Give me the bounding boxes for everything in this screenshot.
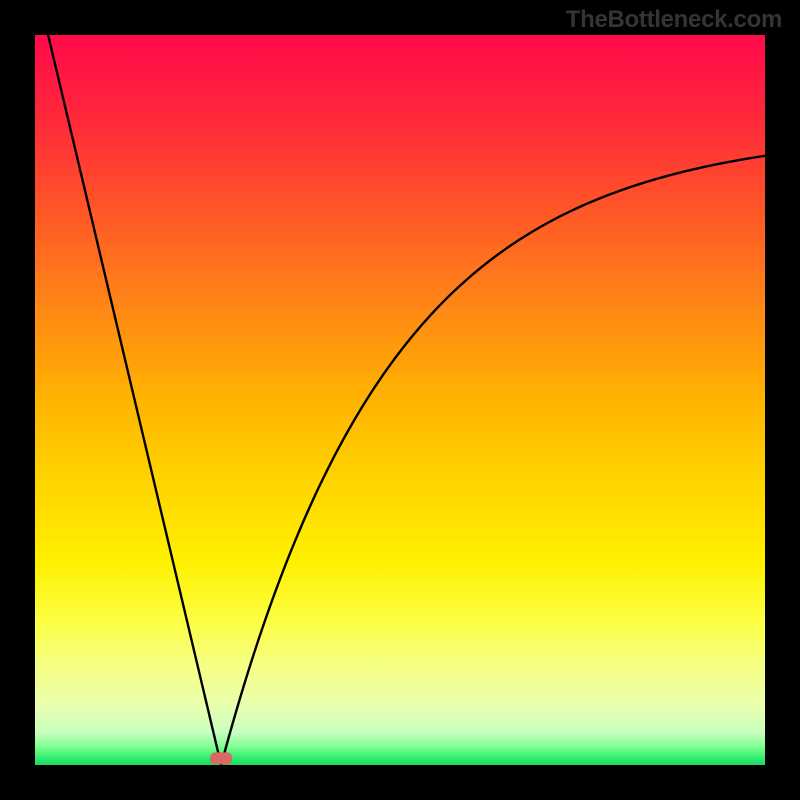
watermark-text: TheBottleneck.com bbox=[566, 6, 782, 34]
gradient-curve-chart bbox=[0, 0, 800, 800]
chart-container: TheBottleneck.com bbox=[0, 0, 800, 800]
